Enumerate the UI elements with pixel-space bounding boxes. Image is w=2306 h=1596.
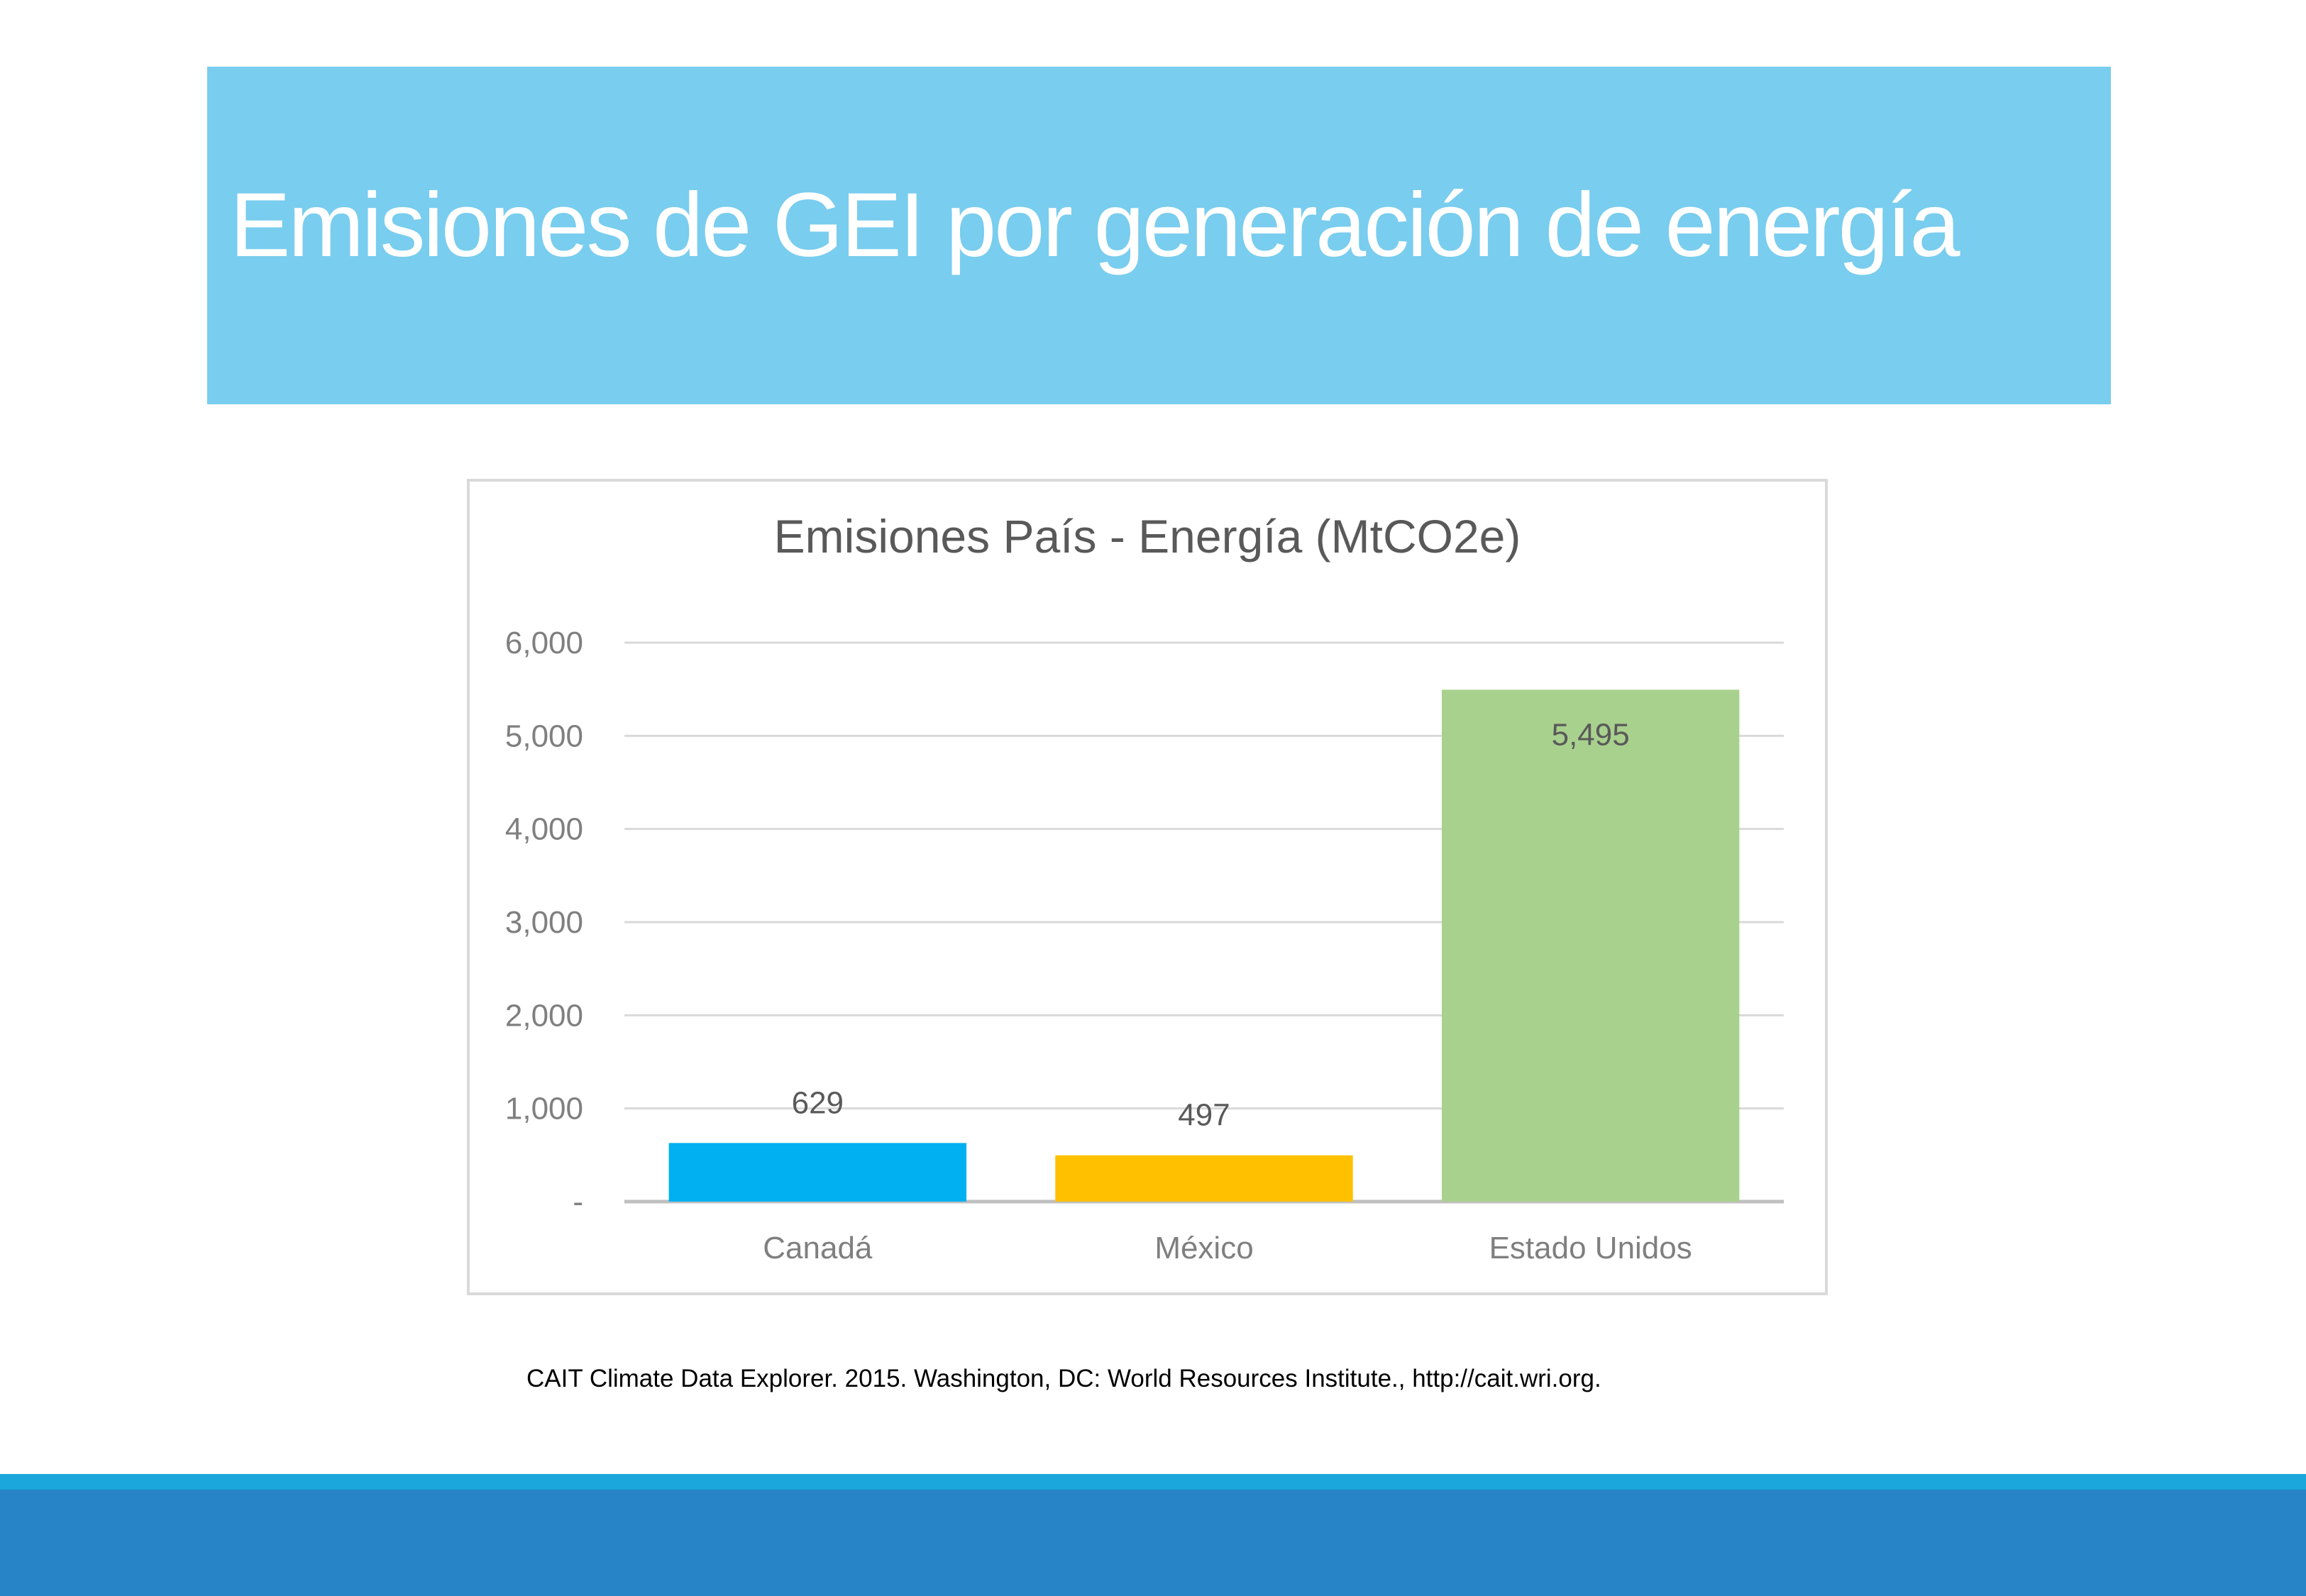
bar [668, 1143, 967, 1202]
bar-value-label: 629 [792, 1085, 844, 1120]
bar [1055, 1155, 1353, 1202]
x-axis-category-labels: Canadá México Estado Unidos [763, 1231, 1692, 1265]
y-axis-tick-labels: - 1,000 2,000 3,000 4,000 5,000 6,000 [505, 626, 583, 1219]
y-tick-label: 2,000 [505, 998, 583, 1033]
bar [1441, 689, 1740, 1202]
y-tick-label: 1,000 [505, 1092, 583, 1126]
source-citation: CAIT Climate Data Explorer. 2015. Washin… [526, 1365, 1601, 1392]
bars [668, 689, 1740, 1202]
slide-title: Emisiones de GEI por generación de energ… [230, 174, 1960, 276]
bar-value-label: 497 [1178, 1098, 1230, 1133]
bar-value-label: 5,495 [1552, 717, 1630, 752]
chart-frame: Emisiones País - Energía (MtCO2e) - 1,000… [467, 479, 1828, 1295]
data-labels: 629 497 5,495 [792, 717, 1630, 1132]
category-label: Estado Unidos [1489, 1231, 1692, 1265]
y-tick-label: 3,000 [505, 905, 583, 940]
chart-title: Emisiones País - Energía (MtCO2e) [774, 510, 1521, 563]
footer-bar [0, 1490, 2306, 1596]
y-tick-label: 5,000 [505, 719, 583, 753]
y-tick-label: 4,000 [505, 812, 583, 847]
y-tick-label: 6,000 [505, 626, 583, 660]
footer-stripe [0, 1474, 2306, 1490]
title-banner: Emisiones de GEI por generación de energ… [207, 67, 2111, 404]
y-tick-label: - [573, 1185, 583, 1219]
category-label: Canadá [763, 1231, 873, 1265]
bar-chart: Emisiones País - Energía (MtCO2e) - 1,000… [505, 510, 1784, 1265]
category-label: México [1154, 1231, 1253, 1265]
